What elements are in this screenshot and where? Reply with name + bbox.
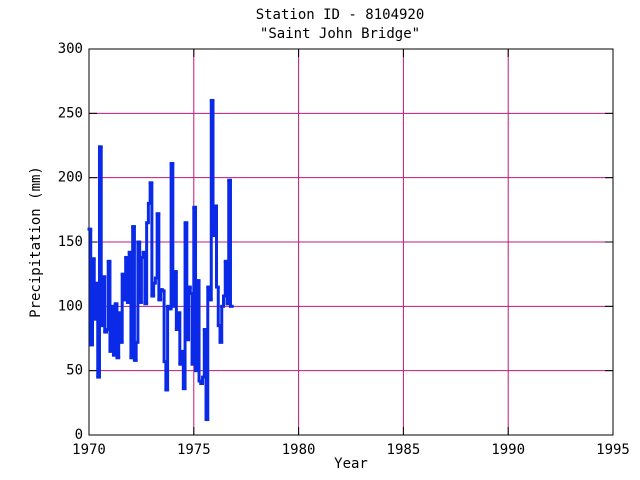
y-tick-label: 300 — [58, 41, 83, 57]
x-tick-label: 1995 — [596, 442, 630, 458]
y-tick-label: 50 — [66, 363, 83, 379]
y-tick-label: 0 — [75, 427, 83, 443]
y-tick-label: 100 — [58, 298, 83, 314]
plot-frame — [88, 48, 614, 436]
y-tick-label: 250 — [58, 105, 83, 121]
x-tick-label: 1980 — [282, 442, 316, 458]
x-tick-label: 1970 — [72, 442, 106, 458]
x-tick-label: 1990 — [491, 442, 525, 458]
x-tick-label: 1975 — [177, 442, 211, 458]
y-axis-label: Precipitation (mm) — [28, 166, 44, 318]
chart-subtitle: "Saint John Bridge" — [260, 26, 420, 42]
y-tick-label: 150 — [58, 234, 83, 250]
chart-title: Station ID - 8104920 — [256, 7, 425, 23]
x-axis-label: Year — [334, 456, 368, 472]
y-tick-label: 200 — [58, 170, 83, 186]
x-tick-label: 1985 — [387, 442, 421, 458]
